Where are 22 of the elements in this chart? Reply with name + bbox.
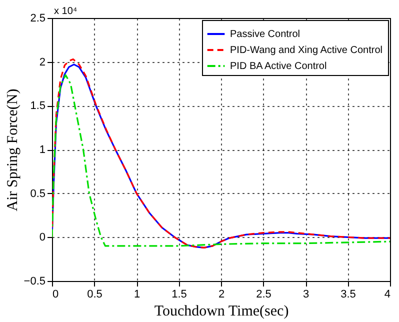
y-axis-title: Air Spring Force(N) <box>4 88 21 212</box>
y-tick-label: 0 <box>39 232 46 244</box>
y-tick-label: 0.5 <box>30 188 46 200</box>
legend-label: Passive Control <box>230 29 300 40</box>
legend-label: PID-Wang and Xing Active Control <box>230 45 382 56</box>
text: x 10⁴ <box>54 6 78 17</box>
y-tick-label: 1.5 <box>30 100 46 112</box>
x-tick-label: 1.5 <box>172 288 187 300</box>
x-tick-label: 0 <box>52 288 59 300</box>
x-tick-label: 3 <box>302 288 310 300</box>
x-tick-label: 4 <box>384 288 390 300</box>
legend-label: PID BA Active Control <box>230 61 327 72</box>
x-tick-label: 2.5 <box>256 288 272 300</box>
x-tick-label: 0.5 <box>87 288 102 300</box>
x-tick-label: 1 <box>134 288 140 300</box>
y-tick-label: −0.5 <box>24 276 46 288</box>
x-tick-label: 3.5 <box>340 288 356 300</box>
x-tick-label: 2 <box>218 288 225 300</box>
y-tick-label: 2 <box>39 56 46 68</box>
x-axis-title: Touchdown Time(sec) <box>154 304 289 320</box>
y-tick-label: 1 <box>39 144 46 156</box>
y-tick-label: 2.5 <box>30 12 46 24</box>
